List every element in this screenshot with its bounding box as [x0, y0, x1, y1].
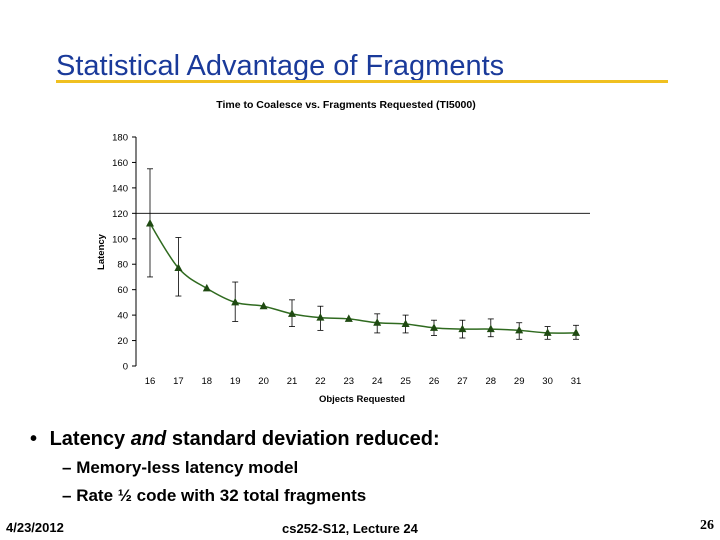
footer-course: cs252-S12, Lecture 24 [282, 521, 418, 536]
bullet-latency: • Latency and standard deviation reduced… [30, 428, 440, 451]
data-point [373, 318, 382, 326]
x-tick-label: 25 [400, 376, 411, 387]
footer-date: 4/23/2012 [6, 520, 64, 535]
title-underline [56, 80, 668, 83]
y-tick-label: 40 [117, 311, 128, 322]
x-tick-label: 19 [230, 376, 241, 387]
sub-bullet-memoryless: – Memory-less latency model [62, 458, 299, 477]
y-axis-label: Latency [96, 233, 107, 270]
x-tick-label: 24 [372, 376, 383, 387]
x-tick-label: 30 [542, 376, 553, 387]
x-tick-label: 29 [514, 376, 525, 387]
y-tick-label: 100 [112, 234, 128, 245]
slide-title: Statistical Advantage of Fragments [56, 50, 505, 82]
data-point [259, 301, 268, 310]
bullet-marker: • [30, 428, 38, 450]
bullet-text-prefix: Latency [49, 428, 131, 450]
x-tick-label: 17 [173, 376, 184, 387]
data-point [543, 328, 552, 336]
data-point [174, 263, 183, 272]
data-point [288, 309, 296, 317]
data-point [146, 219, 154, 227]
y-tick-label: 20 [117, 336, 128, 347]
x-tick-label: 20 [258, 376, 269, 387]
x-tick-label: 26 [429, 376, 440, 387]
data-point [401, 319, 410, 328]
x-tick-label: 23 [344, 376, 355, 387]
data-point [486, 324, 495, 333]
data-point [344, 314, 353, 322]
data-point [316, 313, 325, 321]
sub-bullet-rate: – Rate ½ code with 32 total fragments [62, 486, 367, 505]
x-axis-label: Objects Requested [319, 394, 405, 405]
data-point [231, 297, 240, 306]
x-tick-label: 22 [315, 376, 326, 387]
latency-chart: Time to Coalesce vs. Fragments Requested… [96, 99, 590, 405]
series-line [149, 223, 577, 334]
x-tick-label: 21 [287, 376, 298, 387]
y-tick-label: 80 [117, 260, 128, 271]
data-point [572, 328, 580, 336]
x-tick-label: 16 [145, 376, 156, 387]
data-point [202, 283, 211, 292]
x-tick-label: 31 [571, 376, 582, 387]
bullet-text-emphasis: and [130, 428, 167, 450]
x-tick-label: 27 [457, 376, 468, 387]
chart-title: Time to Coalesce vs. Fragments Requested… [216, 99, 475, 111]
y-tick-label: 160 [112, 158, 128, 169]
y-tick-label: 180 [112, 133, 128, 144]
footer-page-number: 26 [700, 518, 714, 533]
y-tick-label: 140 [112, 183, 128, 194]
bullet-text-suffix: standard deviation reduced: [166, 428, 440, 450]
x-tick-label: 18 [202, 376, 213, 387]
data-point [458, 324, 467, 333]
x-tick-label: 28 [486, 376, 497, 387]
sub-bullet-text: Memory-less latency model [76, 458, 299, 477]
sub-bullet-text: Rate ½ code with 32 total fragments [76, 486, 367, 505]
data-point [515, 325, 524, 334]
y-tick-label: 60 [117, 285, 128, 296]
y-tick-label: 0 [123, 362, 128, 373]
y-tick-label: 120 [112, 209, 128, 220]
data-point [430, 323, 438, 331]
